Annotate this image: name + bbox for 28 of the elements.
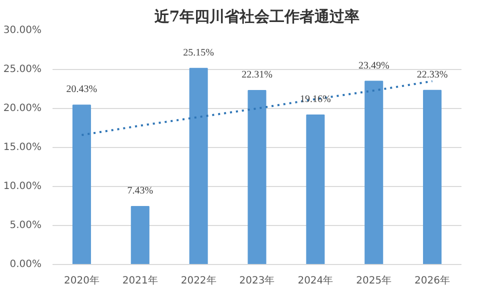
x-tick-label: 2024年 bbox=[298, 274, 334, 286]
y-tick-label: 25.00% bbox=[3, 64, 42, 75]
x-tick-label: 2022年 bbox=[180, 274, 216, 286]
data-label: 22.31% bbox=[242, 69, 272, 80]
y-tick-label: 20.00% bbox=[3, 103, 42, 114]
y-tick-label: 10.00% bbox=[3, 181, 42, 192]
data-label: 22.33% bbox=[416, 69, 448, 80]
x-tick-label: 2025年 bbox=[356, 274, 392, 286]
bar bbox=[423, 90, 442, 264]
bar bbox=[130, 206, 150, 264]
y-tick-label: 5.00% bbox=[10, 220, 42, 231]
bar bbox=[306, 114, 325, 264]
data-label: 25.15% bbox=[183, 47, 214, 58]
x-tick-label: 2021年 bbox=[122, 274, 158, 286]
x-tick-label: 2026年 bbox=[414, 274, 450, 286]
bar bbox=[72, 104, 91, 264]
bar bbox=[364, 80, 384, 264]
data-label: 20.43% bbox=[66, 84, 98, 96]
x-tick-label: 2020年 bbox=[64, 274, 100, 286]
bar bbox=[189, 68, 208, 264]
x-tick-label: 2023年 bbox=[239, 274, 275, 286]
data-label: 7.43% bbox=[127, 186, 154, 197]
y-tick-label: 0.00% bbox=[10, 259, 42, 270]
y-tick-label: 30.00% bbox=[3, 25, 42, 36]
y-tick-label: 15.00% bbox=[3, 142, 42, 153]
bar bbox=[248, 90, 266, 264]
chart-title: 近7年四川省社会工作者通过率 bbox=[153, 8, 360, 26]
data-label: 23.49% bbox=[358, 60, 390, 72]
